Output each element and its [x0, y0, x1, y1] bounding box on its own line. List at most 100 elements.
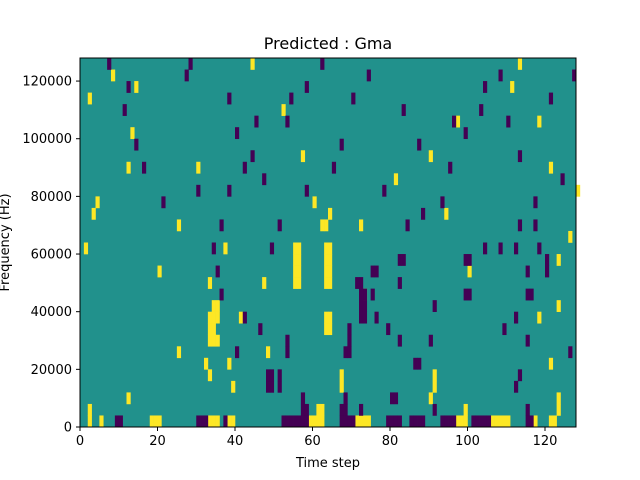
heatmap-cell-high [293, 277, 298, 289]
y-tick-label: 20000 [31, 363, 72, 378]
heatmap-cell-high [111, 69, 116, 82]
heatmap-cell-low [134, 138, 139, 151]
heatmap-cell-high [308, 415, 313, 428]
heatmap-cell-low [533, 219, 538, 232]
heatmap-cell-low [347, 334, 352, 347]
heatmap-cell-low [359, 300, 364, 312]
heatmap-cell-low [486, 415, 492, 428]
heatmap-cell-low [297, 415, 302, 428]
heatmap-cell-low [204, 415, 209, 428]
heatmap-cell-high [99, 415, 104, 428]
heatmap-cell-high [552, 415, 557, 428]
x-tick-label: 60 [304, 434, 321, 449]
heatmap-cell-low [359, 288, 364, 301]
heatmap-cell-high [297, 254, 302, 266]
heatmap-cell-low [343, 415, 348, 428]
heatmap-cell-high [281, 104, 286, 116]
heatmap-cell-low [514, 380, 519, 393]
heatmap-cell-low [475, 415, 480, 428]
heatmap-cell-low [304, 81, 309, 93]
heatmap-cell-low [467, 288, 472, 301]
heatmap-cell-low [196, 415, 201, 428]
heatmap-cell-high [176, 219, 182, 232]
heatmap-cell-low [525, 334, 530, 347]
heatmap-cell-low [537, 242, 542, 255]
heatmap-cell-high [359, 219, 364, 232]
heatmap-cell-high [300, 150, 306, 163]
heatmap-cell-low [269, 242, 275, 255]
heatmap-cell-low [525, 288, 530, 301]
heatmap-cell-low [417, 415, 422, 428]
heatmap-cell-low [250, 150, 255, 163]
heatmap-cell-low [304, 403, 309, 416]
heatmap-cell-high [432, 380, 437, 393]
heatmap-cell-low [386, 415, 391, 428]
heatmap-cell-high [293, 265, 298, 278]
heatmap-cell-low [339, 403, 344, 416]
heatmap-cell-low [362, 311, 368, 324]
heatmap-cell-high [548, 415, 554, 428]
heatmap-cell-low [432, 300, 437, 312]
heatmap-cell-low [560, 173, 565, 186]
heatmap-cell-high [215, 300, 220, 312]
heatmap-cell-high [316, 415, 321, 428]
heatmap-cell-low [359, 403, 364, 416]
heatmap-cell-low [572, 69, 577, 82]
heatmap-cell-low [362, 288, 368, 301]
heatmap-cell-low [479, 415, 484, 428]
heatmap-cell-low [370, 288, 375, 301]
heatmap-cell-high [153, 415, 158, 428]
heatmap-cell-low [401, 254, 406, 266]
heatmap-cell-high [316, 403, 321, 416]
heatmap-cell-high [231, 380, 236, 393]
heatmap-cell-high [328, 277, 333, 289]
heatmap-cell-high [428, 392, 433, 405]
heatmap-cell-low [440, 196, 445, 209]
heatmap-cell-low [545, 265, 550, 278]
heatmap-cell-low [525, 265, 530, 278]
heatmap-cell-high [87, 92, 92, 105]
x-tick-label: 80 [382, 434, 399, 449]
heatmap-cell-low [300, 415, 306, 428]
heatmap-cell-low [452, 115, 457, 128]
heatmap-cell-high [149, 415, 154, 428]
heatmap-cell-low [506, 115, 511, 128]
heatmap-cell-high [548, 161, 554, 174]
heatmap-cell-high [502, 415, 507, 428]
heatmap-cell-low [258, 323, 263, 336]
heatmap-cell-high [455, 115, 461, 128]
heatmap-cell-high [211, 300, 216, 312]
heatmap-cell-low [351, 92, 356, 105]
heatmap-cell-low [215, 265, 220, 278]
heatmap-cell-low [293, 415, 298, 428]
heatmap-cell-low [401, 104, 406, 116]
heatmap-cell-low [483, 415, 488, 428]
heatmap-cell-high [207, 311, 213, 324]
heatmap-cell-low [502, 323, 507, 336]
heatmap-cell-high [328, 207, 333, 220]
heatmap-cell-low [277, 369, 282, 382]
heatmap-cell-low [463, 288, 468, 301]
heatmap-cell-high [231, 415, 236, 428]
heatmap-cell-low [343, 403, 348, 416]
heatmap-cell-low [227, 92, 232, 105]
heatmap-cell-low [161, 196, 166, 209]
heatmap-cell-low [285, 415, 290, 428]
heatmap-cell-high [215, 334, 220, 347]
heatmap-cell-high [324, 265, 329, 278]
heatmap-cell-low [382, 184, 387, 197]
heatmap-cell-low [347, 346, 352, 359]
heatmap-cell-low [421, 207, 426, 220]
heatmap-cell-high [126, 161, 131, 174]
heatmap-cell-high [211, 323, 216, 336]
heatmap-cell-high [211, 334, 216, 347]
plot-frame [79, 57, 577, 428]
heatmap-cell-low [351, 415, 356, 428]
heatmap-cell-low [393, 392, 399, 405]
y-tick-label: 120000 [22, 75, 72, 90]
heatmap-cell-high [328, 254, 333, 266]
heatmap-cell-low [421, 415, 426, 428]
heatmap-cell-high [568, 230, 573, 243]
heatmap-cell-high [366, 415, 371, 428]
heatmap-cell-low [498, 242, 503, 255]
